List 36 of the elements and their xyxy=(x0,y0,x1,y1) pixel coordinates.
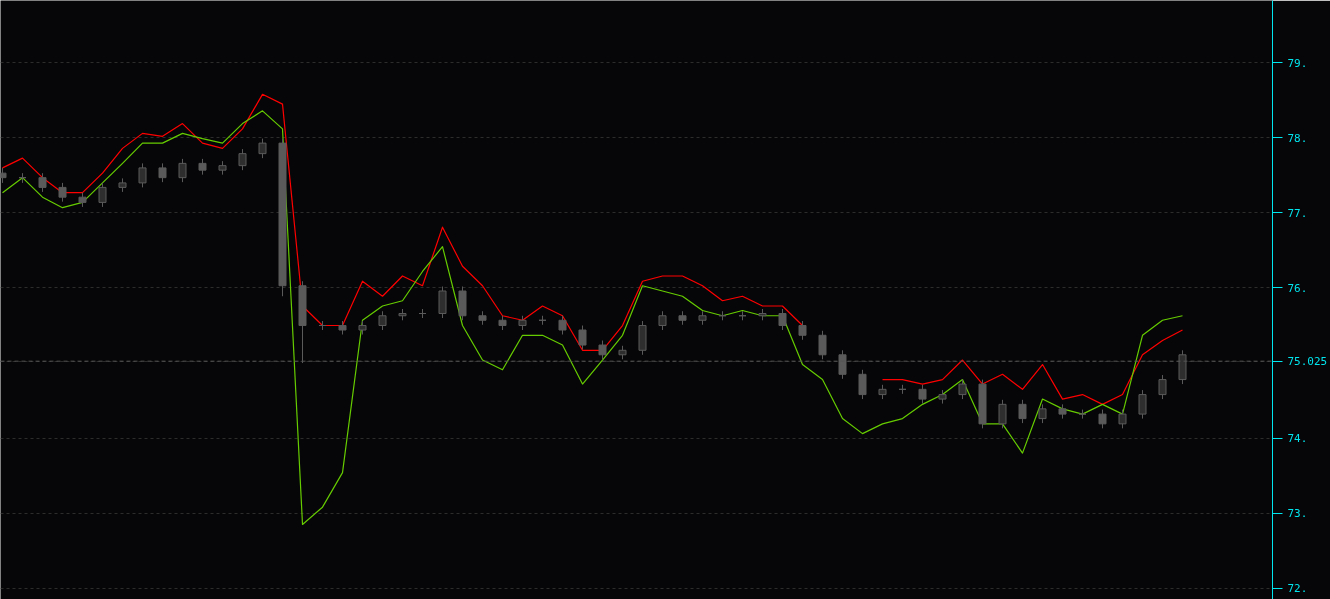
line-series xyxy=(1,110,1184,526)
candlestick xyxy=(558,315,567,336)
candlestick xyxy=(798,320,807,341)
y-tick-label: 74. xyxy=(1287,432,1308,446)
y-tick-label: 75.025 xyxy=(1287,355,1328,369)
candlestick xyxy=(138,162,147,188)
candlestick xyxy=(1138,389,1147,420)
candlestick xyxy=(998,399,1007,429)
candlestick xyxy=(1098,409,1107,429)
candlestick xyxy=(238,148,247,171)
candlestick xyxy=(98,182,107,208)
candlestick xyxy=(1118,409,1127,429)
y-tick-label: 77. xyxy=(1287,206,1308,220)
candlestick xyxy=(438,285,447,319)
candlestick xyxy=(778,308,787,331)
y-tick-label: 72. xyxy=(1287,582,1308,596)
candlestick xyxy=(858,369,867,400)
candlestick xyxy=(158,162,167,183)
candlestick xyxy=(1018,399,1027,424)
candlestick xyxy=(178,158,187,183)
y-tick-label: 78. xyxy=(1287,131,1308,145)
candlestick xyxy=(578,325,587,351)
candlestick xyxy=(378,310,387,331)
candlestick xyxy=(58,182,67,203)
y-tick-label: 73. xyxy=(1287,507,1308,521)
candlestick xyxy=(818,330,827,360)
y-tick-label: 76. xyxy=(1287,281,1308,295)
candlestick xyxy=(658,310,667,331)
candlestick xyxy=(598,340,607,360)
candlestick xyxy=(958,379,967,400)
candlestick xyxy=(1038,403,1047,424)
y-tick-label: 79. xyxy=(1287,56,1308,70)
candlestick xyxy=(38,172,47,193)
candlestick xyxy=(1158,374,1167,400)
candlestick xyxy=(918,384,927,405)
candlestick xyxy=(258,138,267,159)
